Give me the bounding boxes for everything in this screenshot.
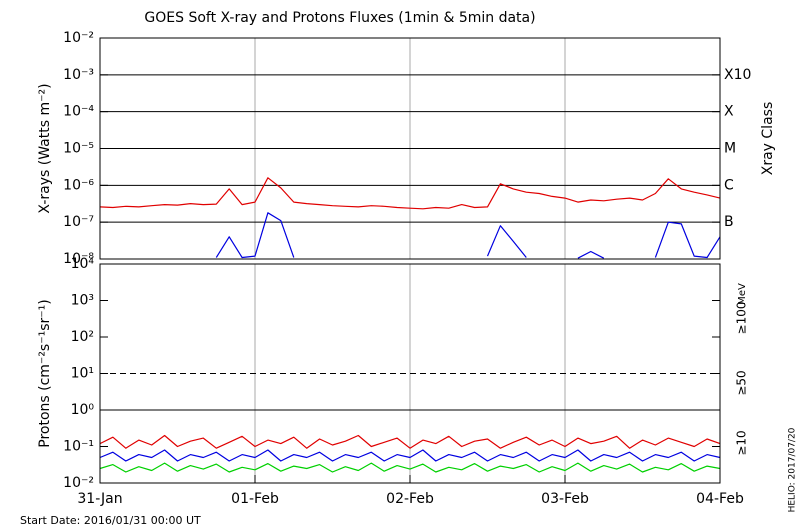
plot-frame bbox=[99, 37, 721, 260]
y2-axis-label: Xray Class bbox=[760, 102, 776, 176]
y-tick-label: 10⁰ bbox=[71, 402, 95, 418]
chart-title: GOES Soft X-ray and Protons Fluxes (1min… bbox=[144, 10, 535, 26]
y-tick-label: 10⁻² bbox=[63, 30, 94, 46]
y-tick-label: 10⁻⁷ bbox=[63, 214, 94, 230]
legend-entry: ≥10 bbox=[735, 430, 749, 455]
y-tick-label: 10² bbox=[71, 329, 94, 345]
y-tick-label: 10⁻¹ bbox=[63, 439, 94, 455]
legend-entry: ≥50 bbox=[735, 370, 749, 395]
y-tick-label: 10⁻⁶ bbox=[63, 177, 94, 193]
series-line bbox=[99, 177, 721, 210]
series-line bbox=[99, 462, 721, 473]
series-line bbox=[99, 449, 721, 462]
x-tick-label: 31-Jan bbox=[77, 491, 122, 507]
y-tick-label: 10⁻⁸ bbox=[63, 251, 94, 267]
y-tick-label: 10⁻⁴ bbox=[63, 104, 94, 120]
series-line bbox=[99, 434, 721, 449]
helio-date: HELIO: 2017/07/20 bbox=[788, 427, 798, 512]
class-label: X bbox=[724, 104, 734, 120]
x-tick-label: 03-Feb bbox=[541, 491, 589, 507]
class-label: M bbox=[724, 141, 736, 157]
y-tick-label: 10⁴ bbox=[71, 256, 95, 272]
y-tick-label: 10¹ bbox=[71, 366, 94, 382]
y-axis-label: X-rays (Watts m⁻²) bbox=[37, 83, 53, 213]
y-tick-label: 10⁻² bbox=[63, 475, 94, 491]
class-label: B bbox=[724, 214, 734, 230]
y2-axis-label: MeV bbox=[737, 283, 748, 305]
y-tick-label: 10⁻⁵ bbox=[63, 141, 94, 157]
y-axis-label: Protons (cm⁻²s⁻¹sr⁻¹) bbox=[37, 299, 53, 448]
y-tick-label: 10⁻³ bbox=[63, 67, 94, 83]
x-tick-label: 02-Feb bbox=[386, 491, 434, 507]
x-tick-label: 04-Feb bbox=[696, 491, 744, 507]
class-label: C bbox=[724, 177, 734, 193]
class-label: X10 bbox=[724, 67, 751, 83]
y-tick-label: 10³ bbox=[71, 293, 94, 309]
x-tick-label: 01-Feb bbox=[231, 491, 279, 507]
plot-frame bbox=[99, 263, 721, 484]
legend-entry: ≥100 bbox=[735, 302, 749, 335]
start-date: Start Date: 2016/01/31 00:00 UT bbox=[20, 514, 201, 527]
series-line bbox=[215, 212, 721, 259]
